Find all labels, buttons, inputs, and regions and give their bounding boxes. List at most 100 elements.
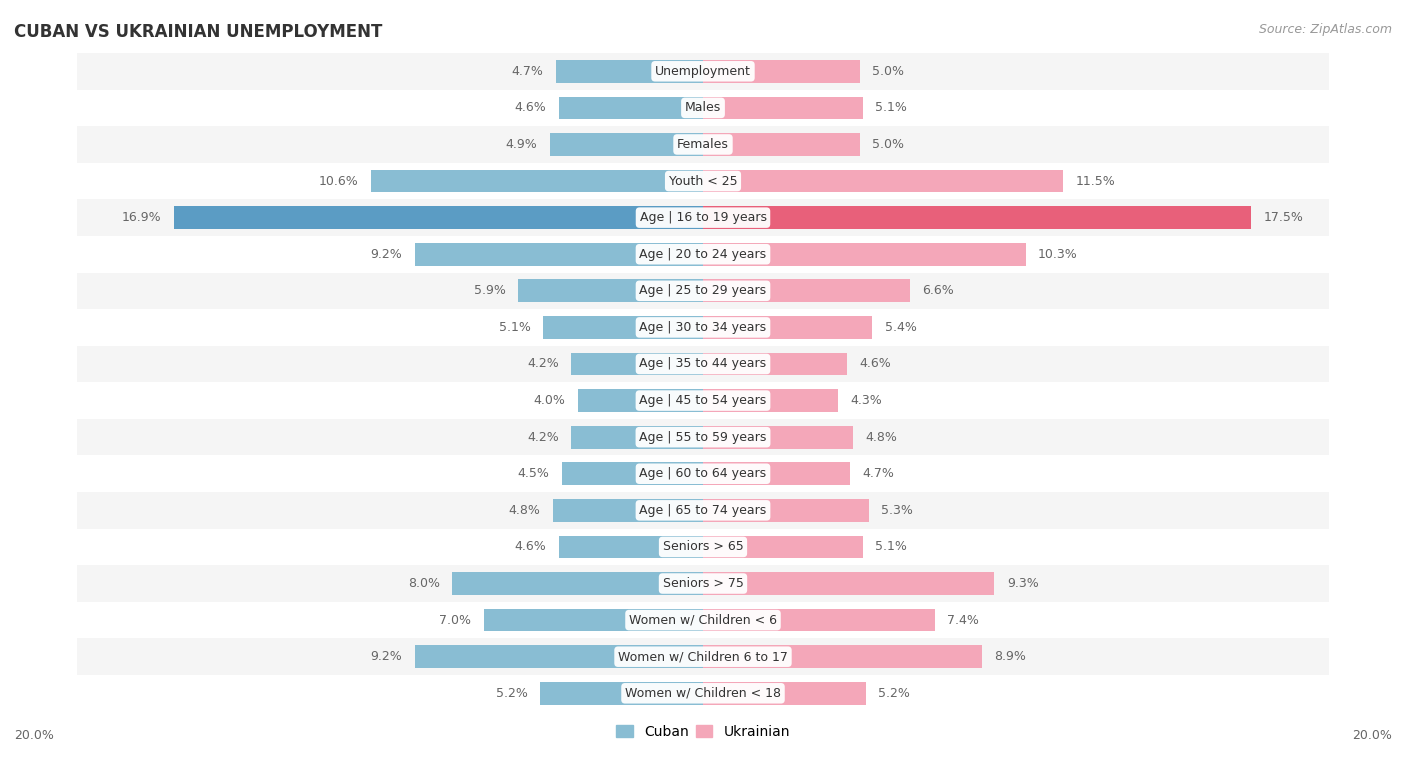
Bar — [77, 163, 1329, 199]
Bar — [703, 207, 1251, 229]
Bar — [703, 97, 863, 119]
Text: 4.2%: 4.2% — [527, 357, 560, 370]
Bar — [77, 273, 1329, 309]
Legend: Cuban, Ukrainian: Cuban, Ukrainian — [610, 719, 796, 744]
Bar — [77, 89, 1329, 126]
Text: 7.4%: 7.4% — [948, 614, 979, 627]
Bar — [553, 499, 703, 522]
Text: Unemployment: Unemployment — [655, 65, 751, 78]
Text: 5.0%: 5.0% — [872, 138, 904, 151]
Text: 5.2%: 5.2% — [879, 687, 910, 699]
Text: Women w/ Children < 6: Women w/ Children < 6 — [628, 614, 778, 627]
Bar — [415, 243, 703, 266]
Text: 5.4%: 5.4% — [884, 321, 917, 334]
Bar — [703, 316, 872, 338]
Text: 5.2%: 5.2% — [496, 687, 527, 699]
Text: Age | 55 to 59 years: Age | 55 to 59 years — [640, 431, 766, 444]
Bar — [703, 353, 846, 375]
Bar — [453, 572, 703, 595]
Text: 7.0%: 7.0% — [439, 614, 471, 627]
Text: 5.1%: 5.1% — [875, 101, 907, 114]
Bar — [77, 602, 1329, 638]
Bar — [550, 133, 703, 156]
Bar — [540, 682, 703, 705]
Text: 5.9%: 5.9% — [474, 285, 506, 298]
Bar — [77, 456, 1329, 492]
Text: Males: Males — [685, 101, 721, 114]
Text: Youth < 25: Youth < 25 — [669, 175, 737, 188]
Text: Women w/ Children 6 to 17: Women w/ Children 6 to 17 — [619, 650, 787, 663]
Bar — [703, 133, 859, 156]
Text: 4.6%: 4.6% — [515, 540, 547, 553]
Text: 9.2%: 9.2% — [371, 650, 402, 663]
Bar — [484, 609, 703, 631]
Text: 4.8%: 4.8% — [509, 504, 540, 517]
Text: 4.9%: 4.9% — [505, 138, 537, 151]
Text: Age | 30 to 34 years: Age | 30 to 34 years — [640, 321, 766, 334]
Text: 8.0%: 8.0% — [408, 577, 440, 590]
Text: 11.5%: 11.5% — [1076, 175, 1115, 188]
Bar — [703, 60, 859, 83]
Text: 20.0%: 20.0% — [14, 729, 53, 742]
Bar — [77, 53, 1329, 89]
Bar — [703, 463, 851, 485]
Text: Age | 35 to 44 years: Age | 35 to 44 years — [640, 357, 766, 370]
Bar — [174, 207, 703, 229]
Bar — [77, 675, 1329, 712]
Bar — [703, 243, 1025, 266]
Text: Age | 45 to 54 years: Age | 45 to 54 years — [640, 394, 766, 407]
Bar — [77, 126, 1329, 163]
Bar — [560, 536, 703, 558]
Bar — [703, 646, 981, 668]
Bar — [415, 646, 703, 668]
Text: Age | 20 to 24 years: Age | 20 to 24 years — [640, 248, 766, 260]
Bar — [77, 528, 1329, 565]
Bar — [571, 426, 703, 448]
Bar — [703, 536, 863, 558]
Bar — [77, 346, 1329, 382]
Text: Age | 65 to 74 years: Age | 65 to 74 years — [640, 504, 766, 517]
Bar — [578, 389, 703, 412]
Bar — [562, 463, 703, 485]
Bar — [77, 419, 1329, 456]
Text: Age | 60 to 64 years: Age | 60 to 64 years — [640, 467, 766, 480]
Text: 4.7%: 4.7% — [512, 65, 543, 78]
Text: Source: ZipAtlas.com: Source: ZipAtlas.com — [1258, 23, 1392, 36]
Bar — [543, 316, 703, 338]
Text: 5.0%: 5.0% — [872, 65, 904, 78]
Text: 4.5%: 4.5% — [517, 467, 550, 480]
Bar — [77, 236, 1329, 273]
Text: Women w/ Children < 18: Women w/ Children < 18 — [626, 687, 780, 699]
Text: 9.3%: 9.3% — [1007, 577, 1039, 590]
Bar — [703, 499, 869, 522]
Text: 5.3%: 5.3% — [882, 504, 914, 517]
Text: 20.0%: 20.0% — [1353, 729, 1392, 742]
Text: Seniors > 75: Seniors > 75 — [662, 577, 744, 590]
Bar — [77, 309, 1329, 346]
Text: 17.5%: 17.5% — [1264, 211, 1303, 224]
Bar — [77, 382, 1329, 419]
Bar — [555, 60, 703, 83]
Bar — [77, 492, 1329, 528]
Bar — [703, 426, 853, 448]
Text: Females: Females — [678, 138, 728, 151]
Bar — [519, 279, 703, 302]
Bar — [571, 353, 703, 375]
Bar — [371, 170, 703, 192]
Text: 5.1%: 5.1% — [499, 321, 531, 334]
Text: 6.6%: 6.6% — [922, 285, 953, 298]
Text: 5.1%: 5.1% — [875, 540, 907, 553]
Text: 4.2%: 4.2% — [527, 431, 560, 444]
Text: Age | 16 to 19 years: Age | 16 to 19 years — [640, 211, 766, 224]
Text: 4.6%: 4.6% — [515, 101, 547, 114]
Text: 9.2%: 9.2% — [371, 248, 402, 260]
Bar — [703, 389, 838, 412]
Text: Age | 25 to 29 years: Age | 25 to 29 years — [640, 285, 766, 298]
Text: 16.9%: 16.9% — [121, 211, 162, 224]
Text: 4.3%: 4.3% — [851, 394, 882, 407]
Bar — [77, 199, 1329, 236]
Bar — [703, 170, 1063, 192]
Text: 4.8%: 4.8% — [866, 431, 897, 444]
Bar — [703, 609, 935, 631]
Bar — [560, 97, 703, 119]
